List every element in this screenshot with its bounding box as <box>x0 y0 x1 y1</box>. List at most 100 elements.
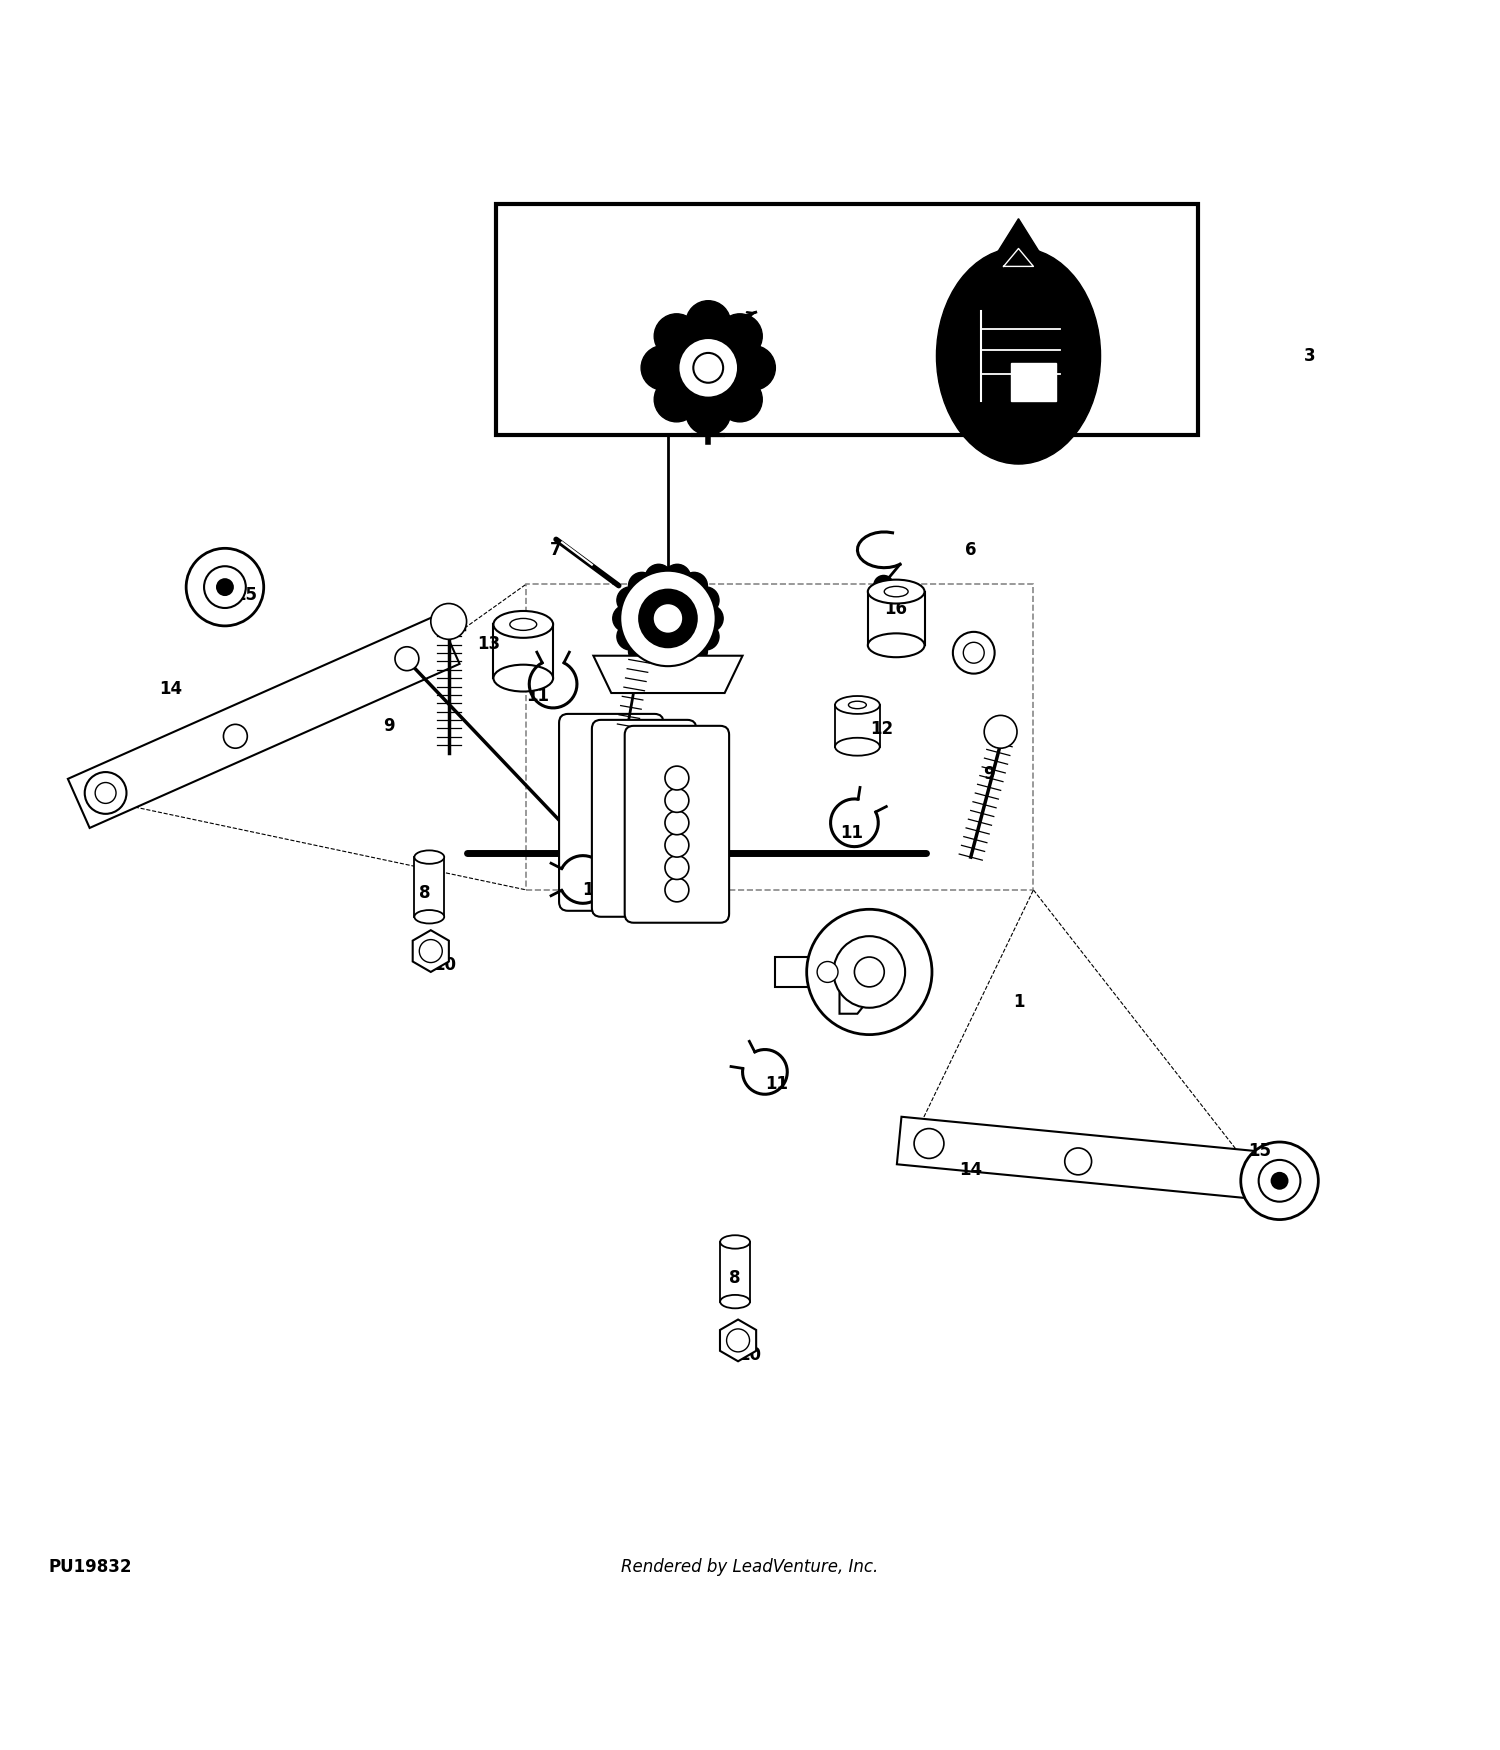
Ellipse shape <box>720 1236 750 1250</box>
Text: 6: 6 <box>964 541 976 558</box>
Polygon shape <box>897 1116 1272 1200</box>
Text: 9: 9 <box>982 765 994 782</box>
Circle shape <box>420 940 442 963</box>
Circle shape <box>632 828 656 850</box>
Ellipse shape <box>720 1295 750 1309</box>
Circle shape <box>692 623 718 649</box>
Circle shape <box>94 782 116 803</box>
Circle shape <box>600 777 622 800</box>
Text: 11: 11 <box>582 880 604 900</box>
Circle shape <box>600 866 622 891</box>
Circle shape <box>614 606 639 632</box>
Polygon shape <box>720 1320 756 1362</box>
Circle shape <box>730 345 776 390</box>
Circle shape <box>1270 1172 1288 1190</box>
Polygon shape <box>776 957 886 987</box>
Circle shape <box>681 572 708 598</box>
Text: 14: 14 <box>958 1162 982 1180</box>
Ellipse shape <box>868 579 924 604</box>
Circle shape <box>855 957 883 987</box>
Circle shape <box>654 376 699 422</box>
Polygon shape <box>996 219 1041 254</box>
Text: 12: 12 <box>870 719 892 738</box>
Circle shape <box>1065 1148 1092 1174</box>
Text: 15: 15 <box>1248 1143 1272 1160</box>
Circle shape <box>632 760 656 784</box>
Circle shape <box>600 754 622 779</box>
Ellipse shape <box>494 611 554 637</box>
Circle shape <box>204 567 246 607</box>
Circle shape <box>632 805 656 829</box>
Circle shape <box>952 632 994 674</box>
Ellipse shape <box>884 586 908 597</box>
Circle shape <box>84 772 126 814</box>
Circle shape <box>628 637 656 665</box>
Ellipse shape <box>868 634 924 658</box>
Circle shape <box>616 586 644 614</box>
FancyBboxPatch shape <box>496 203 1197 436</box>
Circle shape <box>873 574 894 595</box>
Ellipse shape <box>414 910 444 924</box>
Text: 5: 5 <box>1084 299 1096 317</box>
FancyBboxPatch shape <box>1011 364 1056 401</box>
Circle shape <box>717 376 762 422</box>
Circle shape <box>681 637 708 665</box>
Circle shape <box>664 878 688 901</box>
Text: Rendered by LeadVenture, Inc.: Rendered by LeadVenture, Inc. <box>621 1558 879 1577</box>
Circle shape <box>692 586 718 614</box>
Polygon shape <box>68 614 459 828</box>
Circle shape <box>664 766 688 789</box>
Circle shape <box>394 648 418 670</box>
Circle shape <box>600 800 622 822</box>
Text: 10: 10 <box>432 956 456 973</box>
Text: 17: 17 <box>608 660 630 679</box>
Text: 18: 18 <box>964 639 988 658</box>
FancyBboxPatch shape <box>836 705 880 747</box>
Circle shape <box>224 724 248 749</box>
FancyBboxPatch shape <box>720 1242 750 1302</box>
Circle shape <box>630 600 660 630</box>
Circle shape <box>984 716 1017 749</box>
Circle shape <box>600 844 622 868</box>
Text: 14: 14 <box>159 679 183 698</box>
Ellipse shape <box>836 696 880 714</box>
FancyBboxPatch shape <box>624 726 729 922</box>
Text: 16: 16 <box>885 600 908 618</box>
Text: 15: 15 <box>234 586 258 604</box>
Circle shape <box>664 564 690 592</box>
Circle shape <box>652 604 682 634</box>
Ellipse shape <box>494 665 554 691</box>
Text: 8: 8 <box>419 884 430 901</box>
Text: 2: 2 <box>662 620 674 637</box>
Circle shape <box>664 856 688 880</box>
Circle shape <box>1258 1160 1300 1202</box>
Text: 13: 13 <box>477 635 501 653</box>
Circle shape <box>664 789 688 812</box>
FancyBboxPatch shape <box>494 625 554 677</box>
FancyBboxPatch shape <box>868 592 924 646</box>
Circle shape <box>963 642 984 663</box>
Ellipse shape <box>836 738 880 756</box>
FancyBboxPatch shape <box>592 719 696 917</box>
Circle shape <box>686 390 730 436</box>
Polygon shape <box>413 931 448 971</box>
Polygon shape <box>840 987 870 1013</box>
Ellipse shape <box>414 850 444 864</box>
Circle shape <box>726 1328 750 1353</box>
Circle shape <box>640 345 686 390</box>
FancyBboxPatch shape <box>414 858 444 917</box>
Circle shape <box>638 588 698 648</box>
Circle shape <box>616 623 644 649</box>
Text: 7: 7 <box>550 541 562 558</box>
Circle shape <box>632 782 656 807</box>
Text: 4: 4 <box>726 418 738 436</box>
Circle shape <box>654 313 699 359</box>
Text: 9: 9 <box>382 718 394 735</box>
Circle shape <box>632 850 656 873</box>
Circle shape <box>818 961 839 982</box>
Circle shape <box>186 548 264 626</box>
Circle shape <box>717 313 762 359</box>
Circle shape <box>645 564 672 592</box>
Text: 1: 1 <box>1013 992 1025 1011</box>
Circle shape <box>834 936 904 1008</box>
